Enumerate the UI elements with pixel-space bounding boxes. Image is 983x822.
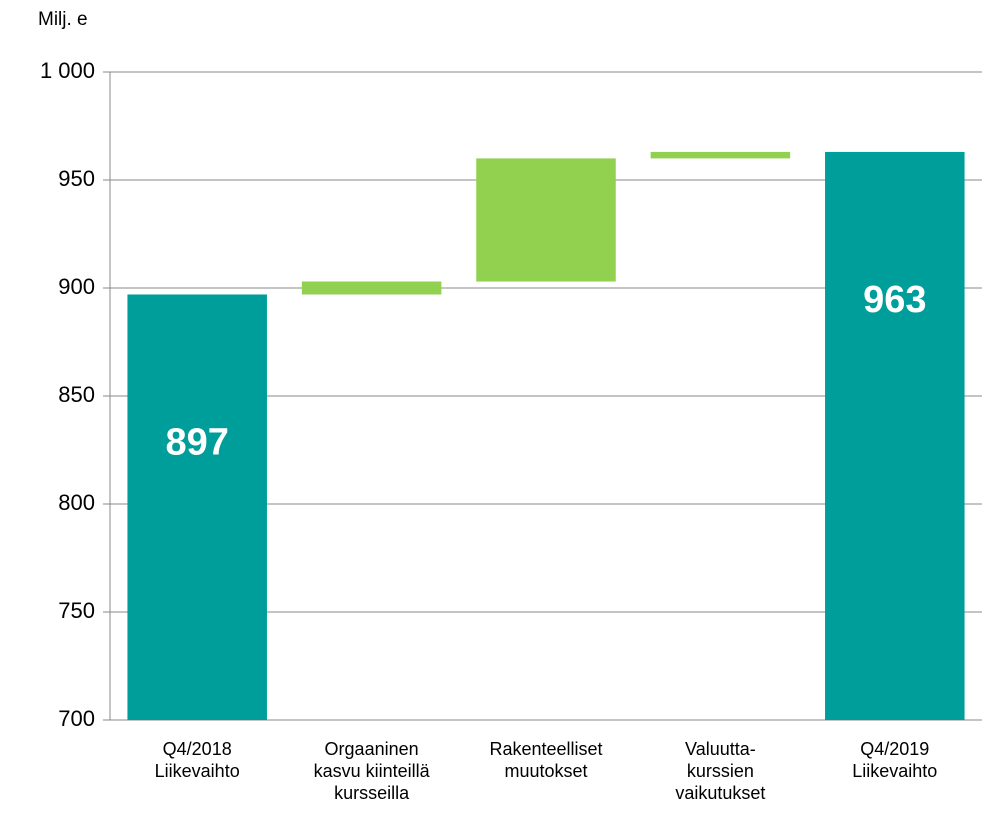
- x-tick-label: Orgaaninen kasvu kiinteillä kursseilla: [313, 739, 430, 803]
- total-bar: [127, 294, 267, 720]
- y-tick-label: 700: [58, 706, 95, 731]
- change-bar: [650, 151, 791, 159]
- x-tick-label: Q4/2019 Liikevaihto: [852, 739, 938, 781]
- y-tick-label: 1 000: [40, 58, 95, 83]
- x-tick-label: Valuutta- kurssien vaikutukset: [675, 739, 766, 803]
- y-tick-label: 950: [58, 166, 95, 191]
- data-label: 897: [165, 422, 228, 464]
- y-axis-label: Milj. e: [38, 9, 88, 30]
- total-bar: [825, 151, 965, 721]
- y-tick-label: 800: [58, 490, 95, 515]
- y-tick-label: 850: [58, 382, 95, 407]
- y-tick-label: 750: [58, 598, 95, 623]
- x-tick-label: Q4/2018 Liikevaihto: [154, 739, 240, 781]
- x-tick-label: Rakenteelliset muutokset: [489, 739, 603, 781]
- data-label: 963: [863, 279, 926, 321]
- y-tick-label: 900: [58, 274, 95, 299]
- change-bar: [301, 281, 442, 295]
- change-bar: [476, 158, 616, 282]
